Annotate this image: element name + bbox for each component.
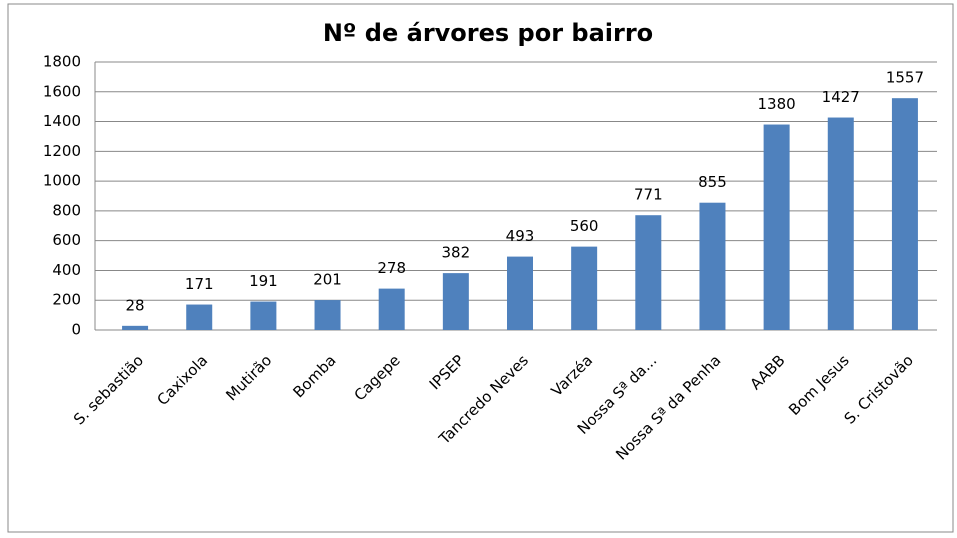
y-tick-label: 0 <box>71 321 81 339</box>
data-label: 855 <box>698 173 727 191</box>
data-label: 28 <box>126 296 145 314</box>
data-label: 191 <box>249 272 278 290</box>
bar <box>442 273 469 330</box>
y-tick-label: 1600 <box>43 82 81 100</box>
data-label: 382 <box>442 244 471 262</box>
y-tick-label: 1800 <box>43 53 81 71</box>
bar <box>314 300 341 330</box>
chart-frame <box>7 3 954 533</box>
y-tick-label: 800 <box>52 201 81 219</box>
y-tick-label: 1000 <box>43 172 81 190</box>
data-label: 1427 <box>822 88 860 106</box>
data-label: 493 <box>506 227 535 245</box>
data-label: 1557 <box>886 69 924 87</box>
data-label: 771 <box>634 186 663 204</box>
y-tick-label: 200 <box>52 291 81 309</box>
data-label: 278 <box>377 259 406 277</box>
data-label: 201 <box>313 271 342 289</box>
y-tick-label: 1400 <box>43 112 81 130</box>
bar <box>827 117 854 330</box>
data-label: 171 <box>185 275 214 293</box>
bar <box>250 301 277 330</box>
bar <box>507 256 533 330</box>
data-label: 560 <box>570 217 599 235</box>
bar <box>699 202 726 330</box>
y-tick-label: 1200 <box>43 142 81 160</box>
chart-title: Nº de árvores por bairro <box>323 19 653 47</box>
bar <box>763 124 790 331</box>
y-tick-label: 600 <box>52 231 81 249</box>
bar <box>571 246 598 330</box>
y-tick-label: 400 <box>52 261 81 279</box>
bar <box>186 304 213 330</box>
data-label: 1380 <box>758 95 796 113</box>
bar <box>378 288 405 330</box>
bar <box>891 98 918 331</box>
bar <box>122 325 149 330</box>
bar <box>635 215 662 330</box>
